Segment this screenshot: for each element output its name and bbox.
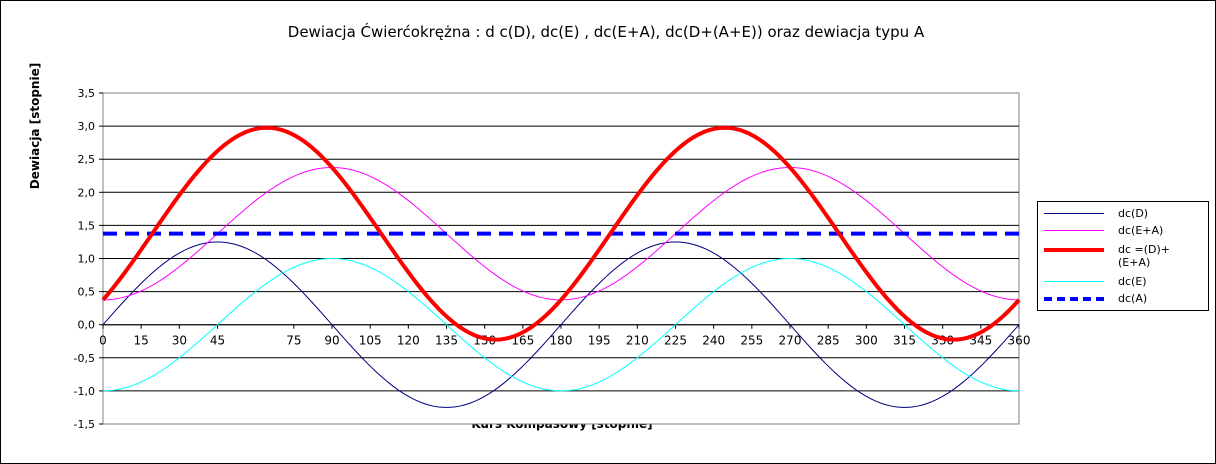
x-tick-label: 255 (740, 334, 763, 348)
y-tick-label: 3,0 (78, 120, 96, 133)
x-tick-label: 135 (435, 334, 458, 348)
x-tick-label: 90 (324, 334, 339, 348)
y-tick-label: 0,0 (78, 319, 96, 332)
y-tick-label: 1,0 (78, 253, 96, 266)
x-tick-label: 240 (702, 334, 725, 348)
legend: dc(D) dc(E+A) dc =(D)+ (E+A) dc(E) dc(A) (1037, 201, 1209, 311)
x-tick-label: 270 (779, 334, 802, 348)
legend-label-dc-e: dc(E) (1118, 275, 1147, 288)
y-tick-label: 2,5 (78, 153, 96, 166)
y-tick-label: 3,5 (78, 87, 96, 100)
y-tick-label: -0,5 (74, 352, 95, 365)
y-tick-label: 0,5 (78, 286, 96, 299)
x-tick-label: 30 (172, 334, 187, 348)
legend-swatch-dc-e (1044, 281, 1104, 282)
legend-swatch-dc-e-a (1044, 230, 1104, 231)
chart-title: Dewiacja Ćwierćokrężna : d c(D), dc(E) ,… (287, 23, 925, 41)
x-tick-label: 300 (855, 334, 878, 348)
series-line-3 (102, 258, 1020, 392)
x-tick-label: 195 (588, 334, 611, 348)
x-tick-label: 210 (626, 334, 649, 348)
x-tick-label: 45 (210, 334, 225, 348)
x-tick-label: 315 (893, 334, 916, 348)
x-tick-label: 120 (397, 334, 420, 348)
x-tick-label: 15 (134, 334, 149, 348)
y-tick-label: -1,0 (74, 385, 95, 398)
legend-label-dc-a: dc(A) (1118, 292, 1148, 305)
x-tick-label: 75 (286, 334, 301, 348)
legend-label-dc-e-a: dc(E+A) (1118, 224, 1164, 237)
legend-label-dc-d: dc(D) (1118, 207, 1149, 220)
x-tick-label: 0 (99, 334, 107, 348)
series-line-2 (101, 125, 1021, 342)
y-tick-label: 1,5 (78, 219, 96, 232)
x-tick-label: 360 (1008, 334, 1031, 348)
series-line-0 (102, 241, 1020, 408)
y-tick-label: 2,0 (78, 186, 96, 199)
x-tick-label: 105 (359, 334, 382, 348)
legend-swatch-dc-a (1044, 297, 1104, 301)
y-tick-label: -1,5 (74, 418, 95, 431)
x-tick-label: 180 (550, 334, 573, 348)
legend-label-dc-sum: dc =(D)+ (E+A) (1118, 243, 1171, 269)
x-tick-label: 225 (664, 334, 687, 348)
legend-swatch-dc-d (1044, 213, 1104, 214)
legend-swatch-dc-sum (1044, 248, 1104, 252)
x-tick-label: 285 (817, 334, 840, 348)
